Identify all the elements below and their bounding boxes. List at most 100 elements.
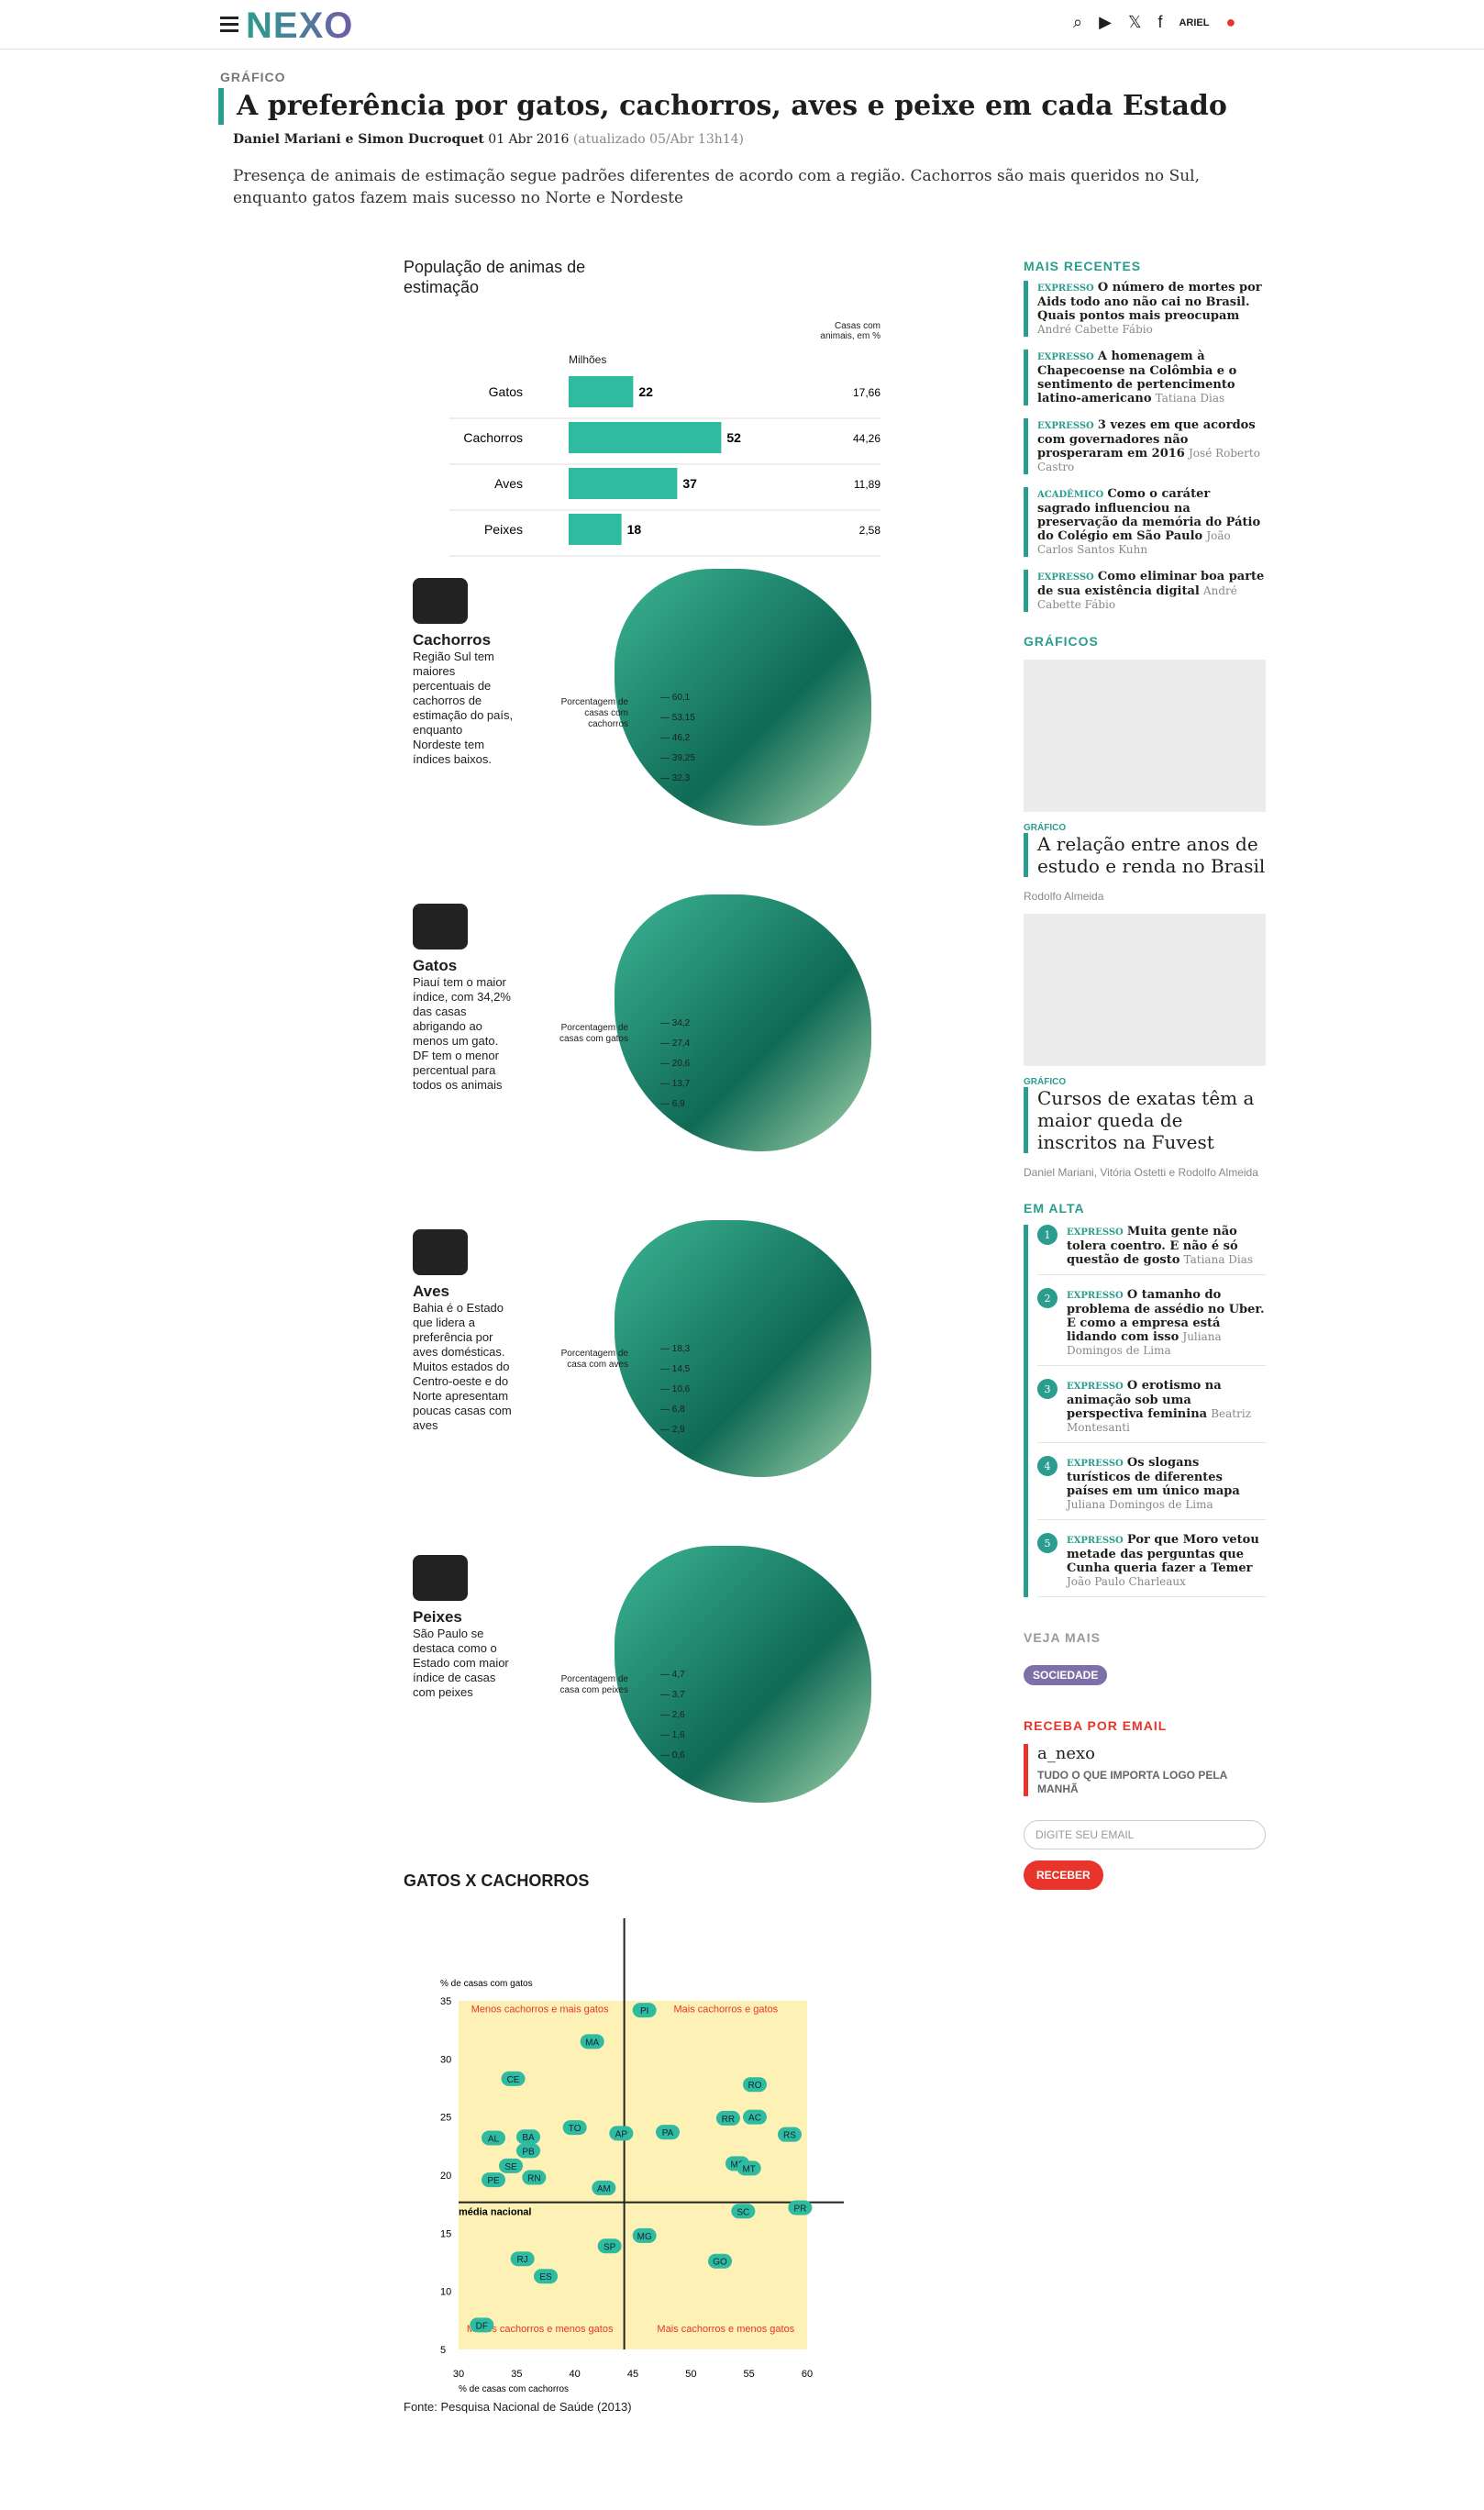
animal-icon <box>413 1555 468 1601</box>
state-point <box>510 2251 535 2267</box>
state-point <box>736 2160 761 2176</box>
brazil-map <box>615 894 871 1151</box>
sociedade-button[interactable]: SOCIEDADE <box>1024 1665 1108 1685</box>
trending-author: Juliana Domingos de Lima <box>1067 1330 1222 1357</box>
state-label: SC <box>736 2207 749 2217</box>
trending-item-1[interactable]: 2 EXPRESSO O tamanho do problema de asséd… <box>1037 1288 1266 1366</box>
map-text: Região Sul tem maiores percentuais de ca… <box>413 650 514 766</box>
recent-item-3[interactable]: ACADÊMICO Como o caráter sagrado influen… <box>1024 487 1266 557</box>
state-point <box>632 2003 657 2018</box>
brazil-map <box>615 1220 871 1477</box>
state-label: MT <box>742 2164 755 2174</box>
trending-item-2[interactable]: 3 EXPRESSO O erotismo na animação sob uma… <box>1037 1379 1266 1443</box>
recent-item-1[interactable]: EXPRESSO A homenagem à Chapecoense na Co… <box>1024 350 1266 405</box>
recentes-title: MAIS RECENTES <box>1024 259 1142 273</box>
graficos-title: GRÁFICOS <box>1024 634 1099 649</box>
map-text: Bahia é o Estado que lidera a preferênci… <box>413 1301 512 1432</box>
recent-title: O número de mortes por Aids todo ano não… <box>1037 281 1262 323</box>
byline: Daniel Mariani e Simon Ducroquet 01 Abr … <box>233 132 744 147</box>
em-alta-title: EM ALTA <box>1024 1201 1085 1216</box>
grafico-item-2[interactable]: Cursos de exatas têm a maior queda de in… <box>1024 1087 1266 1153</box>
quadrant-label: Mais cachorros e gatos <box>673 2005 778 2016</box>
state-label: RS <box>783 2131 796 2141</box>
user-name[interactable]: ARIEL <box>1179 17 1210 28</box>
recent-item-2[interactable]: EXPRESSO 3 vezes em que acordos com gove… <box>1024 418 1266 474</box>
y-tick: 5 <box>440 2345 446 2356</box>
recent-tag: EXPRESSO <box>1037 421 1094 431</box>
trending-item-3[interactable]: 4 EXPRESSO Os slogans turísticos de difer… <box>1037 1456 1266 1520</box>
state-point <box>522 2170 547 2185</box>
youtube-icon[interactable]: ▶ <box>1099 13 1112 31</box>
map-title: Aves <box>413 1283 450 1300</box>
state-label: BA <box>522 2133 535 2143</box>
article-title: A preferência por gatos, cachorros, aves… <box>218 88 1227 125</box>
grafico-author-2: Daniel Mariani, Vitória Ostetti e Rodolf… <box>1024 1166 1258 1179</box>
map-legend-label: Porcentagem de casas com gatos <box>559 1023 628 1044</box>
trending-author: Juliana Domingos de Lima <box>1067 1498 1213 1511</box>
state-point <box>778 2127 802 2142</box>
trending-tag: EXPRESSO <box>1067 1291 1124 1301</box>
receber-button[interactable]: RECEBER <box>1024 1860 1103 1890</box>
state-point <box>501 2071 526 2086</box>
bar-value: 22 <box>638 384 653 399</box>
grafico-item-1[interactable]: A relação entre anos de estudo e renda n… <box>1024 833 1266 877</box>
trending-tag: EXPRESSO <box>1067 1227 1124 1238</box>
x-tick: 60 <box>802 2369 813 2380</box>
state-label: DF <box>476 2321 488 2331</box>
state-label: ES <box>539 2272 552 2282</box>
pct-value: 44,26 <box>853 432 880 445</box>
grafico-tag-1: GRÁFICO <box>1024 823 1067 833</box>
brazil-map <box>615 569 871 826</box>
search-icon[interactable]: ⌕ <box>1073 13 1083 31</box>
facebook-icon[interactable]: f <box>1157 13 1163 31</box>
state-label: RN <box>527 2174 540 2184</box>
grafico-author-1: Rodolfo Almeida <box>1024 890 1104 903</box>
trending-author: Beatriz Montesanti <box>1067 1407 1252 1434</box>
trending-item-4[interactable]: 5 EXPRESSO Por que Moro vetou metade das … <box>1037 1533 1266 1597</box>
user-icon[interactable]: ● <box>1225 13 1236 31</box>
chart-thumbnail-2[interactable] <box>1024 914 1266 1066</box>
state-point <box>516 2129 540 2145</box>
trending-author: João Paulo Charleaux <box>1067 1575 1186 1588</box>
state-label: TO <box>569 2124 581 2134</box>
animal-icon <box>413 1229 468 1275</box>
recent-tag: EXPRESSO <box>1037 572 1094 583</box>
y-label: % de casas com gatos <box>440 1979 533 1989</box>
state-label: MA <box>585 2038 599 2048</box>
state-label: PA <box>662 2128 674 2138</box>
state-label: PR <box>793 2204 806 2214</box>
recent-author: José Roberto Castro <box>1037 447 1260 473</box>
bar <box>569 514 622 545</box>
recent-item-4[interactable]: EXPRESSO Como eliminar boa parte de sua … <box>1024 570 1266 612</box>
nexo-logo[interactable]: NEXO <box>246 6 354 46</box>
recent-author: João Carlos Santos Kuhn <box>1037 529 1231 556</box>
grafico-title-1: A relação entre anos de estudo e renda n… <box>1037 833 1266 877</box>
state-point <box>562 2120 587 2136</box>
trending-item-0[interactable]: 1 EXPRESSO Muita gente não tolera coentro… <box>1037 1225 1266 1275</box>
x-tick: 45 <box>627 2369 638 2380</box>
newsletter-name: a_nexo <box>1037 1744 1095 1763</box>
population-title: População de animas de estimação <box>404 258 586 296</box>
x-tick: 40 <box>570 2369 581 2380</box>
header-icons: ⌕ ▶ 𝕏 f ARIEL ● <box>1073 13 1235 32</box>
bar-label: Gatos <box>489 384 523 399</box>
map-legend-ticks: — 34,2— 27,4— 20,6— 13,7— 6,9 <box>660 1018 691 1109</box>
recent-title: A homenagem à Chapecoense na Colômbia e … <box>1037 350 1237 405</box>
quadrant-label: Mais cachorros e menos gatos <box>657 2324 794 2335</box>
bar <box>569 376 634 407</box>
menu-icon[interactable] <box>220 17 238 32</box>
y-tick: 30 <box>440 2054 451 2065</box>
rank-badge: 1 <box>1037 1225 1058 1245</box>
email-input[interactable]: DIGITE SEU EMAIL <box>1024 1820 1266 1849</box>
x-tick: 35 <box>511 2369 522 2380</box>
twitter-icon[interactable]: 𝕏 <box>1127 13 1142 31</box>
chart-thumbnail-1[interactable] <box>1024 660 1266 812</box>
map-text: São Paulo se destaca como o Estado com m… <box>413 1627 509 1699</box>
grafico-tag-2: GRÁFICO <box>1024 1077 1067 1087</box>
recent-item-0[interactable]: EXPRESSO O número de mortes por Aids tod… <box>1024 281 1266 337</box>
state-point <box>470 2317 494 2333</box>
rank-badge: 2 <box>1037 1288 1058 1308</box>
recent-author: Tatiana Dias <box>1155 392 1225 405</box>
state-point <box>609 2126 634 2141</box>
state-point <box>580 2034 604 2049</box>
